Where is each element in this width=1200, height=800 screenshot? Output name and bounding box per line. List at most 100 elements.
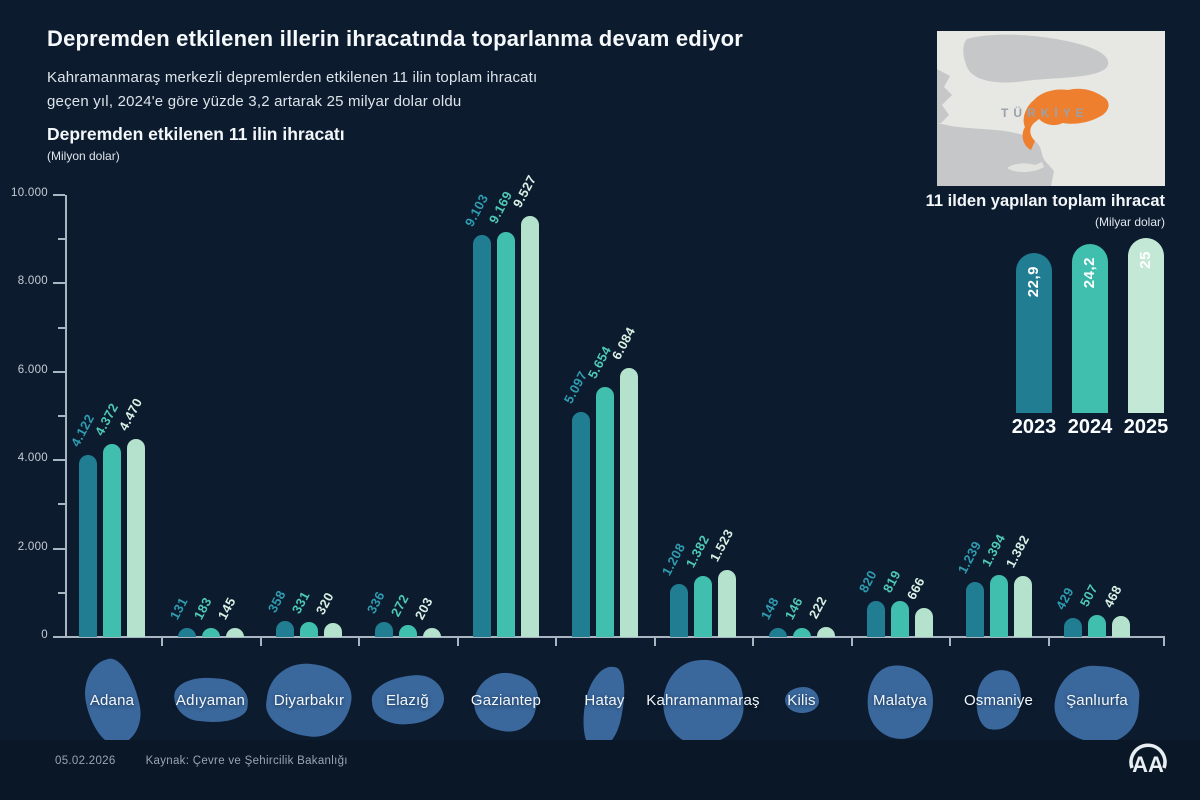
subtitle-line2: geçen yıl, 2024'e göre yüzde 3,2 artarak… — [47, 93, 462, 110]
bar-value-label: 9.527 — [509, 172, 540, 210]
province-item-Şanlıurfa: Şanlıurfa — [1022, 645, 1172, 755]
province-item-Hatay: Hatay — [530, 645, 680, 755]
bar-value-label: 507 — [1076, 581, 1101, 609]
x-axis-tick — [161, 637, 164, 646]
bar-value-label: 148 — [757, 594, 782, 622]
aa-logo-arc — [1129, 743, 1167, 769]
province-label: Adıyaman — [175, 691, 246, 709]
y-axis-tick — [53, 547, 65, 550]
y-axis-tick-label: 4.000 — [17, 452, 48, 465]
turkey-map-svg: TÜRKİYE — [937, 31, 1165, 186]
province-label: Malatya — [873, 691, 927, 709]
bar-2023-Şanlıurfa — [1064, 618, 1082, 637]
total-bar-2025: 25 — [1128, 238, 1164, 413]
bar-value-label: 272 — [387, 591, 412, 619]
province-item-Diyarbakır: Diyarbakır — [234, 645, 384, 755]
total-year-label: 2024 — [1067, 416, 1113, 438]
bar-2025-Malatya — [915, 608, 933, 637]
bar-value-label: 1.239 — [954, 538, 984, 576]
aa-logo: AA — [1124, 736, 1172, 782]
y-axis-tick-label: 10.000 — [11, 187, 48, 199]
total-year-label: 2023 — [1011, 416, 1057, 438]
main-chart-unit: (Milyon dolar) — [47, 149, 120, 163]
total-bar-value: 24,2 — [1081, 257, 1098, 289]
provinces-bar-chart: 0 2.000 4.000 6.000 8.000 10.000 4.122 4.372 4.4… — [11, 172, 1165, 646]
cyprus-island — [1007, 162, 1044, 173]
aegean-sea — [937, 69, 952, 123]
province-labels-row: Adana Adıyaman Diyarbakır Elazığ Gaziantep Ha… — [65, 645, 1165, 755]
bar-2024-Kilis — [792, 628, 811, 637]
total-year-label: 2025 — [1123, 416, 1169, 438]
province-label: Şanlıurfa — [1066, 691, 1128, 709]
bar-2025-Osmaniye — [1013, 576, 1032, 637]
y-axis-tick — [53, 282, 65, 285]
turkey-map: TÜRKİYE — [937, 31, 1165, 186]
x-axis-tick — [456, 637, 459, 646]
bar-2025-Elazığ — [422, 628, 441, 637]
bar-value-label: 145 — [214, 594, 239, 622]
bar-2025-Adıyaman — [225, 628, 244, 637]
bar-2024-Diyarbakır — [300, 622, 318, 637]
province-label: Adana — [89, 691, 135, 709]
bar-2023-Kilis — [768, 628, 787, 637]
bar-value-label: 4.470 — [115, 395, 146, 433]
province-label: Elazığ — [386, 691, 429, 709]
total-bar-value: 22,9 — [1025, 266, 1042, 298]
bar-value-label: 666 — [903, 574, 928, 602]
y-axis-tick-label: 8.000 — [17, 275, 48, 288]
y-axis-tick — [58, 238, 65, 241]
province-label: Gaziantep — [470, 691, 542, 709]
bar-2023-Malatya — [867, 601, 885, 637]
bar-value-label: 9.103 — [461, 191, 492, 229]
province-label: Kilis — [787, 691, 816, 709]
province-item-Kilis: Kilis — [727, 645, 877, 755]
bar-2025-Hatay — [619, 368, 638, 637]
bar-value-label: 6.084 — [608, 324, 638, 362]
bar-value-label: 468 — [1100, 582, 1125, 610]
province-item-Adana: Adana — [37, 645, 187, 755]
bar-value-label: 358 — [264, 587, 289, 615]
x-axis-tick — [1047, 637, 1050, 646]
bar-2023-Elazığ — [374, 622, 393, 637]
footer-band — [0, 740, 1200, 800]
main-chart-title: Depremden etkilenen 11 ilin ihracatı — [47, 124, 345, 144]
x-axis-tick — [752, 637, 755, 646]
bar-2023-Adıyaman — [177, 628, 196, 637]
bar-2023-Gaziantep — [473, 235, 491, 637]
x-axis — [65, 636, 1165, 638]
y-axis-tick — [53, 459, 65, 462]
bar-value-label: 819 — [879, 567, 904, 595]
x-axis-tick — [555, 637, 558, 646]
y-axis-tick — [53, 194, 65, 196]
bar-2024-Adana — [103, 444, 121, 637]
page-title: Depremden etkilenen illerin ihracatında … — [47, 26, 744, 51]
bar-2025-Kilis — [816, 627, 835, 637]
affected-region — [1022, 88, 1109, 150]
aa-logo-text: AA — [1132, 752, 1164, 777]
x-axis-tick — [850, 637, 853, 646]
bar-2024-Gaziantep — [497, 232, 515, 637]
bar-value-label: 5.654 — [584, 343, 614, 381]
bar-value-label: 429 — [1052, 584, 1077, 612]
bar-2024-Osmaniye — [989, 575, 1008, 637]
total-bar-value: 25 — [1137, 251, 1154, 269]
province-item-Kahramanmaraş: Kahramanmaraş — [628, 645, 778, 755]
bar-2024-Şanlıurfa — [1088, 615, 1106, 637]
bar-2024-Kahramanmaraş — [694, 576, 712, 637]
y-axis — [65, 195, 67, 637]
y-axis-tick-label: 2.000 — [17, 540, 48, 553]
x-axis-tick — [653, 637, 656, 646]
footer-date: 05.02.2026 — [55, 755, 116, 767]
total-bar-2023: 22,9 — [1016, 253, 1052, 413]
summary-chart-title: 11 ilden yapılan toplam ihracat — [925, 192, 1165, 210]
bar-value-label: 820 — [855, 567, 880, 595]
bar-value-label: 183 — [190, 594, 215, 622]
bar-2025-Adana — [127, 439, 145, 637]
bar-value-label: 320 — [312, 589, 337, 617]
y-axis-tick — [58, 591, 65, 594]
bar-value-label: 222 — [805, 593, 830, 621]
bar-2024-Adıyaman — [201, 628, 220, 637]
province-item-Gaziantep: Gaziantep — [431, 645, 581, 755]
province-item-Osmaniye: Osmaniye — [924, 645, 1074, 755]
province-item-Adıyaman: Adıyaman — [136, 645, 286, 755]
